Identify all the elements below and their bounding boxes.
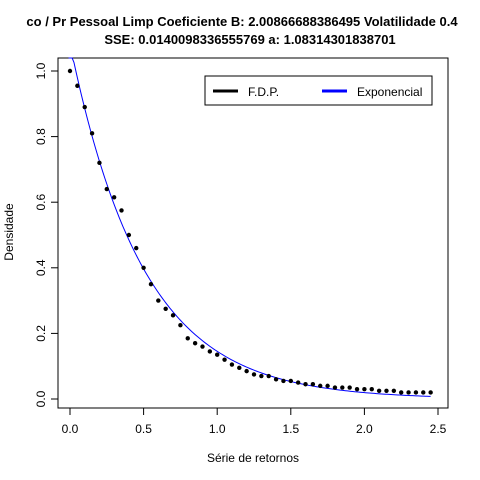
y-tick-label: 0.8	[34, 128, 48, 145]
legend-exponential-label: Exponencial	[357, 85, 422, 99]
fdp-point	[215, 352, 220, 357]
fdp-point	[97, 160, 102, 166]
fdp-point	[384, 388, 389, 393]
fdp-point	[369, 386, 374, 392]
fdp-point	[185, 336, 190, 341]
y-tick-label: 0.2	[34, 325, 48, 342]
fdp-point	[192, 341, 198, 346]
fdp-point	[399, 390, 404, 395]
fdp-point	[347, 385, 352, 390]
fdp-point	[237, 365, 242, 371]
fdp-point	[148, 282, 154, 287]
y-tick-label: 0.6	[34, 194, 48, 211]
fdp-point	[428, 390, 433, 395]
x-axis: 0.0 0.5 1.0 1.5 2.0 2.5	[62, 408, 447, 436]
x-tick-label: 1.5	[282, 422, 299, 436]
fdp-point	[362, 386, 367, 392]
fdp-point	[376, 388, 382, 393]
fdp-point	[104, 186, 110, 192]
plot-box	[57, 57, 449, 409]
legend: F.D.P. Exponencial	[204, 75, 433, 106]
fdp-point	[178, 323, 183, 328]
x-tick-label: 2.5	[430, 422, 447, 436]
fdp-point	[310, 382, 316, 387]
fdp-point	[111, 195, 117, 200]
exponential-curve	[68, 57, 431, 397]
y-tick-label: 0.0	[34, 390, 48, 407]
fdp-series	[67, 68, 433, 395]
fdp-point	[391, 388, 397, 393]
fdp-point	[354, 386, 360, 392]
fdp-point	[325, 383, 330, 389]
fdp-point	[295, 380, 301, 385]
y-axis: 0.0 0.2 0.4 0.6 0.8 1.0	[34, 62, 58, 407]
fdp-point	[222, 357, 227, 362]
fdp-point	[141, 265, 146, 270]
legend-box	[204, 75, 433, 106]
fdp-point	[200, 344, 205, 349]
fdp-point	[89, 131, 95, 136]
fdp-point	[266, 373, 271, 379]
legend-fdp-label: F.D.P.	[248, 85, 279, 99]
exponential-series	[68, 57, 431, 397]
fdp-point	[119, 208, 124, 213]
fdp-point	[332, 385, 338, 390]
fdp-point	[134, 245, 139, 251]
y-axis-label: Densidade	[2, 203, 16, 261]
fdp-point	[156, 298, 161, 303]
fdp-point	[318, 383, 323, 389]
fdp-point	[126, 232, 132, 238]
x-tick-label: 0.5	[135, 422, 152, 436]
fdp-point	[273, 377, 279, 382]
fdp-point	[229, 362, 235, 367]
fdp-point	[244, 368, 249, 374]
x-axis-label: Série de retornos	[207, 451, 299, 465]
fdp-point	[75, 83, 80, 88]
fdp-point	[251, 372, 257, 377]
chart-title-line2: SSE: 0.0140098336555769 a: 1.08314301838…	[104, 32, 395, 47]
x-tick-label: 1.0	[209, 422, 226, 436]
fdp-point	[288, 378, 293, 384]
fdp-point	[82, 104, 87, 110]
fdp-point	[413, 390, 419, 395]
fdp-point	[340, 385, 345, 390]
fdp-point	[281, 378, 286, 384]
fdp-point	[163, 306, 168, 311]
x-tick-label: 2.0	[356, 422, 373, 436]
fdp-point	[406, 390, 411, 395]
fdp-point	[421, 390, 426, 395]
fdp-point	[207, 349, 213, 354]
fdp-point	[170, 313, 176, 318]
chart-title-line1: co / Pr Pessoal Limp Coeficiente B: 2.00…	[26, 14, 458, 29]
x-tick-label: 0.0	[62, 422, 79, 436]
fdp-point	[259, 373, 264, 379]
fdp-point	[303, 382, 308, 387]
y-tick-label: 1.0	[34, 62, 48, 79]
fdp-point	[67, 68, 73, 74]
y-tick-label: 0.4	[34, 259, 48, 276]
